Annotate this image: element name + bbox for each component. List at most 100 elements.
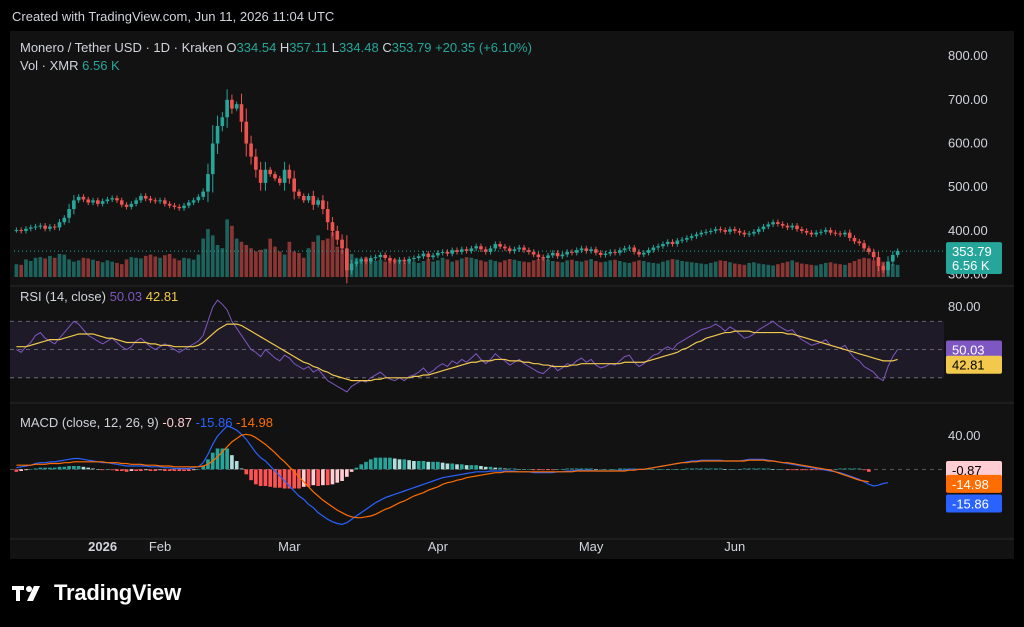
candle-body [450,250,455,254]
volume-bar [383,261,387,277]
volume-bar [177,260,182,277]
macd-histogram-bar [680,469,684,470]
candle-body [277,178,282,183]
candle-body [833,232,838,234]
volume-bar [335,246,340,277]
candle-body [86,199,91,203]
volume-bar [622,262,627,277]
macd-histogram-bar [100,469,105,471]
candle-body [95,200,100,204]
macd-histogram-bar [713,468,718,470]
candle-body [752,231,756,234]
macd-signal-label: -14.98 [952,477,989,492]
macd-histogram-bar [282,469,287,489]
volume-bar [76,260,81,277]
rsi-value-label: 50.03 [952,342,985,357]
volume-bar [560,262,565,277]
candle-body [206,174,210,192]
volume-bar [19,264,24,277]
macd-signal-badge [946,474,1002,493]
tradingview-logo: TradingView [12,580,181,606]
macd-histogram-bar [800,469,804,471]
macd-histogram-bar [771,469,775,470]
macd-histogram-bar [119,469,124,471]
macd-histogram-bar [527,469,531,470]
candle-body [876,257,881,266]
volume-bar [412,261,416,277]
volume-bar [407,260,411,277]
volume-bar [766,264,771,277]
candle-body [407,258,411,262]
candle-body [48,226,52,229]
candle-body [699,232,704,235]
volume-bar [488,259,493,277]
volume-bar [330,232,335,277]
volume-bar [397,261,402,277]
candle-body [881,265,886,271]
macd-histogram-bar [268,469,273,487]
volume-bar [579,261,584,277]
time-axis-tick: Feb [149,539,171,554]
volume-bar [311,241,316,277]
volume-bar [689,262,694,277]
macd-histogram-bar [345,469,349,477]
volume-bar [86,258,91,277]
volume-bar [589,259,593,277]
candle-body [694,234,699,237]
volume-bar [91,259,95,277]
candle-body [416,256,421,259]
macd-histogram-bar [445,463,450,470]
macd-histogram-bar [95,469,100,470]
candle-body [656,246,660,248]
volume-bar [637,260,641,277]
time-axis-tick: May [579,539,604,554]
volume-bar [646,262,651,277]
candle-body [378,254,383,258]
macd-histogram-bar [728,469,732,470]
candle-body [392,260,397,262]
volume-bar [541,257,546,277]
volume-badge [946,256,1002,274]
candle-body [565,251,569,255]
candle-body [689,236,694,238]
volume-bar [809,264,814,277]
macd-histogram-bar [378,457,383,470]
macd-histogram-bar [321,469,325,486]
chart-svg[interactable]: 800.00700.00600.00500.00400.00300.00353.… [10,31,1014,559]
candle-body [622,248,627,251]
volume-bar [493,261,498,277]
volume-bar [244,245,249,277]
macd-histogram-bar [651,469,656,470]
time-axis-tick: Apr [428,539,449,554]
volume-bar [268,238,273,277]
candle-body [804,230,809,233]
volume-bar [867,258,871,277]
volume-bar [608,260,613,277]
candle-body [287,169,292,179]
candle-body [273,174,277,179]
macd-histogram-bar [737,469,742,470]
macd-histogram-bar [316,469,320,486]
volume-bar [38,257,43,277]
candle-body [100,201,105,204]
macd-histogram-bar [383,457,387,470]
candle-body [603,253,608,255]
chart-frame[interactable]: 800.00 700.00 600.00 500.00 400.00 300.00 353.… [10,31,1014,559]
candle-body [800,229,804,231]
candle-body [618,250,622,253]
candle-body [129,203,134,207]
volume-bar [426,259,431,277]
candle-body [76,196,81,201]
macd-histogram-bar [373,457,378,470]
candle-body [637,251,641,255]
candle-body [368,258,373,262]
candle-body [709,230,713,232]
volume-bar [498,262,502,277]
macd-histogram-bar [412,461,416,470]
macd-histogram-bar [598,469,603,470]
candle-body [555,252,560,257]
candle-body [517,247,522,250]
macd-histogram-bar [622,468,627,470]
candle-body [139,195,143,201]
candle-body [862,243,866,249]
